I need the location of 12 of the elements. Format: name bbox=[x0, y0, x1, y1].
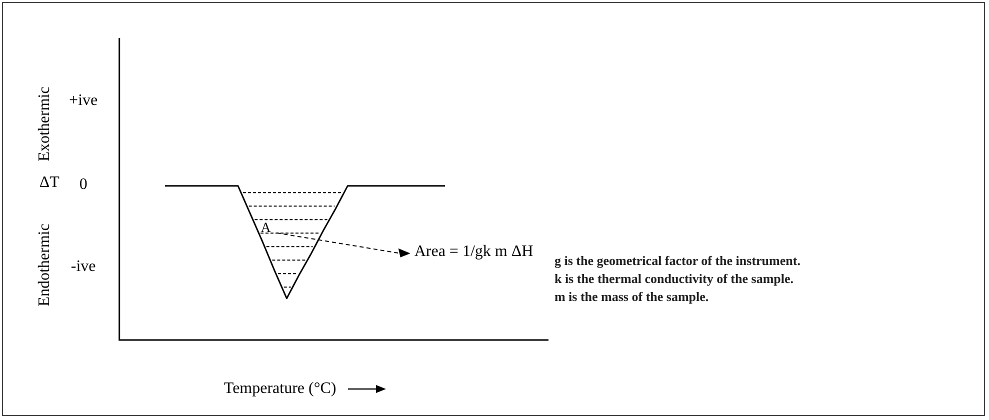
text: m is the mass of the sample. bbox=[554, 289, 709, 306]
text: Endothermic bbox=[36, 223, 54, 306]
text: -ive bbox=[70, 258, 96, 276]
annotation: Area = 1/gk m ΔH bbox=[414, 243, 534, 262]
text: k is the thermal conductivity of the sample. bbox=[554, 271, 794, 288]
annotation: A bbox=[260, 220, 271, 237]
text: +ive bbox=[69, 92, 98, 110]
x-axis-title: Temperature (°C) bbox=[224, 380, 336, 398]
text: ΔT bbox=[39, 174, 60, 192]
text: Exothermic bbox=[36, 86, 54, 162]
text: 0 bbox=[79, 176, 88, 194]
text: g is the geometrical factor of the instrument. bbox=[554, 253, 800, 270]
